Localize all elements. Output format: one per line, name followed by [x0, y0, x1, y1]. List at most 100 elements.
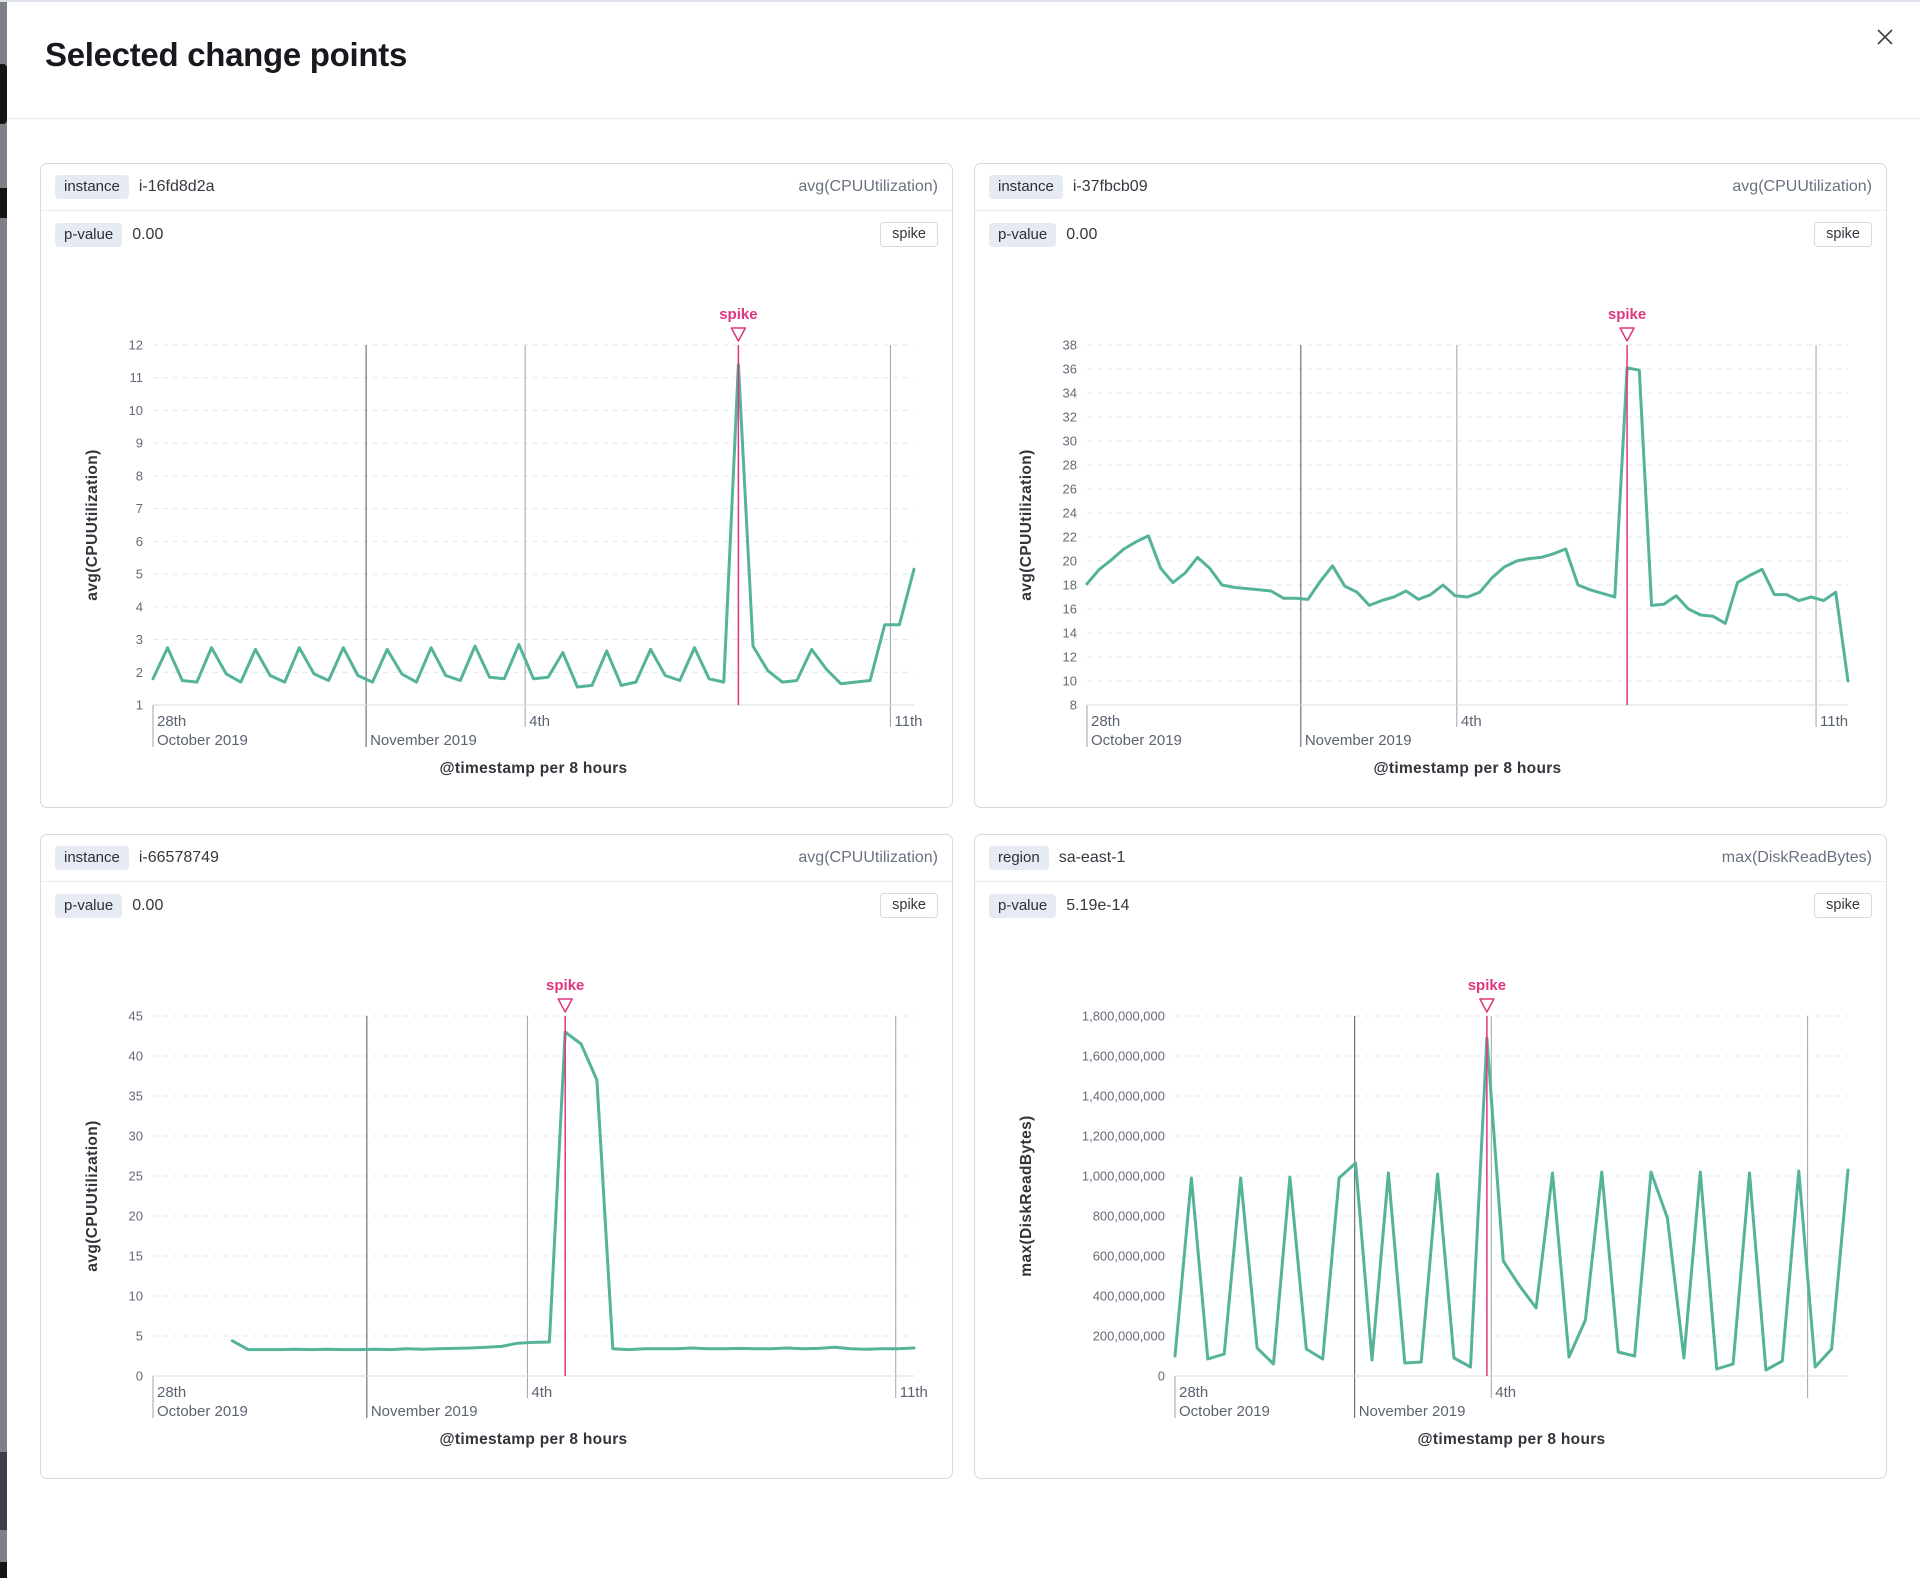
y-axis: 0 200,000,000 400,000,000 600,000,000 800,00…	[1082, 1009, 1848, 1384]
background-fragment	[0, 64, 7, 124]
series-line	[1173, 1036, 1850, 1372]
svg-text:28: 28	[1063, 458, 1077, 473]
change-point-panel-1: instance i-16fd8d2a avg(CPUUtilization) …	[40, 163, 953, 808]
svg-text:400,000,000: 400,000,000	[1093, 1289, 1165, 1304]
change-points-modal: Selected change points instance i-16fd8d…	[7, 2, 1920, 1578]
split-field-badge: instance	[989, 175, 1063, 199]
modal-title: Selected change points	[45, 36, 407, 73]
svg-text:6: 6	[136, 534, 143, 549]
change-point-chart: 1 2 3 4 5 6 7 8 9 10 11 12 28th October 2019 November …	[41, 281, 952, 781]
y-axis-title: avg(CPUUtilization)	[84, 1121, 101, 1272]
svg-text:1,600,000,000: 1,600,000,000	[1082, 1049, 1165, 1064]
svg-text:spike: spike	[1468, 977, 1506, 994]
svg-text:10: 10	[129, 1289, 143, 1304]
svg-text:3: 3	[136, 632, 143, 647]
svg-text:5: 5	[136, 567, 143, 582]
svg-text:10: 10	[129, 403, 143, 418]
y-axis: 8 10 12 14 16 18 20 22 24 26 28 30 32 34 36 38	[1063, 338, 1848, 713]
svg-text:4th: 4th	[531, 1384, 552, 1401]
svg-text:11th: 11th	[900, 1384, 928, 1401]
change-type-badge: spike	[880, 222, 938, 248]
change-point-chart: 0 200,000,000 400,000,000 600,000,000 800,00…	[975, 952, 1886, 1452]
split-field-value: sa-east-1	[1058, 849, 1126, 866]
split-field-badge: instance	[55, 175, 129, 199]
x-axis: 28th October 2019 November 2019 4th 11th	[152, 345, 923, 749]
svg-text:16: 16	[1063, 602, 1077, 617]
panel-stats-row: p-value 0.00 spike	[41, 211, 952, 258]
svg-text:1,800,000,000: 1,800,000,000	[1082, 1009, 1165, 1024]
svg-text:38: 38	[1063, 338, 1077, 353]
y-axis: 0 5 10 15 20 25 30 35 40 45	[129, 1009, 914, 1384]
p-value: 0.00	[132, 896, 164, 914]
p-value-badge: p-value	[55, 222, 123, 247]
svg-text:32: 32	[1063, 410, 1077, 425]
svg-text:1,200,000,000: 1,200,000,000	[1082, 1129, 1165, 1144]
x-axis-title: @timestamp per 8 hours	[440, 1431, 628, 1448]
svg-text:36: 36	[1063, 362, 1077, 377]
svg-text:18: 18	[1063, 578, 1077, 593]
spike-annotation: spike	[719, 306, 758, 706]
x-axis: 28th October 2019 November 2019 4th 11th	[1086, 345, 1848, 749]
svg-text:4th: 4th	[1461, 713, 1482, 730]
svg-text:8: 8	[1070, 698, 1077, 713]
close-icon	[1877, 29, 1893, 45]
svg-text:October 2019: October 2019	[1091, 732, 1182, 749]
change-point-panel-4: region sa-east-1 max(DiskReadBytes) p-va…	[974, 834, 1887, 1479]
svg-text:22: 22	[1063, 530, 1077, 545]
p-value-badge: p-value	[989, 222, 1057, 247]
svg-text:24: 24	[1063, 506, 1077, 521]
svg-text:25: 25	[129, 1169, 143, 1184]
x-axis-title: @timestamp per 8 hours	[440, 760, 628, 777]
svg-text:spike: spike	[546, 977, 584, 994]
svg-text:35: 35	[129, 1089, 143, 1104]
series-line	[230, 1030, 916, 1352]
svg-text:10: 10	[1063, 674, 1077, 689]
svg-text:34: 34	[1063, 386, 1077, 401]
metric-label: avg(CPUUtilization)	[1732, 178, 1872, 195]
svg-text:28th: 28th	[1091, 713, 1120, 730]
change-point-chart: 8 10 12 14 16 18 20 22 24 26 28 30 32 34 36 38 28th Octob…	[975, 281, 1886, 781]
svg-text:800,000,000: 800,000,000	[1093, 1209, 1165, 1224]
p-value-badge: p-value	[989, 893, 1057, 918]
svg-text:40: 40	[129, 1049, 143, 1064]
svg-text:11: 11	[130, 371, 144, 386]
change-point-grid: instance i-16fd8d2a avg(CPUUtilization) …	[40, 163, 1920, 1479]
close-button[interactable]	[1872, 24, 1898, 50]
svg-text:1: 1	[136, 698, 143, 713]
svg-text:0: 0	[136, 1369, 143, 1384]
background-fragment	[0, 1562, 7, 1578]
split-field-badge: instance	[55, 846, 129, 870]
svg-text:600,000,000: 600,000,000	[1093, 1249, 1165, 1264]
svg-text:14: 14	[1063, 626, 1077, 641]
svg-text:30: 30	[129, 1129, 143, 1144]
p-value: 0.00	[1066, 225, 1098, 243]
background-page-sliver	[0, 0, 7, 1578]
p-value: 5.19e-14	[1066, 896, 1130, 914]
svg-text:45: 45	[129, 1009, 143, 1024]
x-axis-title: @timestamp per 8 hours	[1374, 760, 1562, 777]
svg-text:October 2019: October 2019	[1179, 1403, 1270, 1420]
svg-text:12: 12	[129, 338, 143, 353]
y-axis-title: avg(CPUUtilization)	[84, 450, 101, 601]
chart-svg: 0 200,000,000 400,000,000 600,000,000 800,00…	[1018, 977, 1850, 1448]
svg-text:15: 15	[129, 1249, 143, 1264]
svg-text:11th: 11th	[894, 713, 922, 730]
panel-field-row: instance i-16fd8d2a avg(CPUUtilization)	[41, 164, 952, 211]
svg-text:28th: 28th	[157, 713, 186, 730]
svg-text:5: 5	[136, 1329, 143, 1344]
svg-text:November 2019: November 2019	[1359, 1403, 1466, 1420]
split-field-value: i-16fd8d2a	[138, 178, 215, 195]
change-type-badge: spike	[1814, 893, 1872, 919]
svg-text:spike: spike	[1608, 306, 1646, 323]
svg-text:October 2019: October 2019	[157, 1403, 248, 1420]
split-field-value: i-66578749	[138, 849, 219, 866]
series-line	[1085, 366, 1850, 683]
chart-svg: 8 10 12 14 16 18 20 22 24 26 28 30 32 34 36 38 28th Octob…	[1018, 306, 1850, 777]
spike-annotation: spike	[546, 977, 584, 1377]
x-axis-title: @timestamp per 8 hours	[1418, 1431, 1606, 1448]
panel-field-row: instance i-37fbcb09 avg(CPUUtilization)	[975, 164, 1886, 211]
svg-text:October 2019: October 2019	[157, 732, 248, 749]
metric-label: avg(CPUUtilization)	[798, 178, 938, 195]
